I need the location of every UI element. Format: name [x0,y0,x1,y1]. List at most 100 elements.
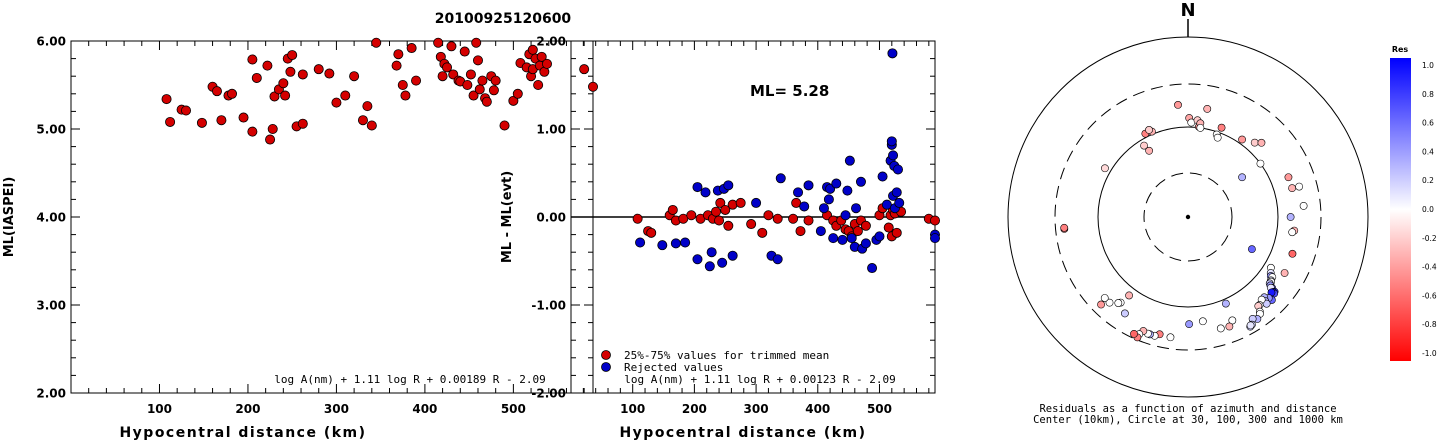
colorbar-tick-label: 1.0 [1422,61,1434,70]
data-point [840,210,851,221]
colorbar-tick-label: -0.4 [1422,263,1437,272]
colorbar-tick-label: 0.2 [1422,176,1434,185]
residual-point [1213,133,1222,142]
residual-point [1125,291,1133,300]
data-point [867,263,878,274]
data-point [533,80,544,91]
data-point [588,81,599,92]
data-point [828,233,839,244]
data-point [815,226,826,237]
data-point [471,37,482,48]
residual-point [1238,135,1246,144]
residual-point [1060,223,1069,232]
data-point [892,164,903,175]
data-point [462,80,473,91]
data-point [723,220,734,231]
data-point [366,120,377,131]
data-point [803,215,814,226]
data-point [692,254,703,265]
data-point [763,210,774,221]
residual-point [1203,104,1212,113]
residual-point [1198,317,1207,326]
data-point [161,94,172,105]
data-point [357,115,368,126]
data-point [446,41,457,52]
data-point [842,185,853,196]
data-point [459,46,470,57]
x-tick-labels: 100 200 300 400 500 [147,402,526,416]
y-tick-label: 4.00 [36,211,66,225]
data-point [930,215,941,226]
data-point [391,60,402,71]
data-point [331,97,342,108]
x-tick-label: 300 [324,402,349,416]
residual-point [1145,126,1153,134]
colorbar-tick-label: -0.8 [1422,320,1437,329]
residual-point [1288,184,1297,193]
data-point [657,240,668,251]
north-label: N [1180,0,1195,21]
residual-point [1100,294,1109,302]
residual-point [1238,173,1247,182]
data-point [751,197,762,208]
residual-point [1196,123,1205,132]
data-point [710,206,721,217]
data-point [512,88,523,99]
data-point [472,55,483,66]
data-point [362,101,373,112]
data-point [278,78,289,89]
data-point [793,187,804,198]
y-tick-label: -1.00 [531,299,566,313]
ml-vs-distance-plot: 2.00 3.00 4.00 5.00 6.00 100 200 300 400 500 ML(… [2,35,599,441]
residual-point [1185,320,1194,329]
data-point [579,64,590,75]
data-point [406,43,417,54]
data-point [883,222,894,233]
data-point [442,62,453,73]
circle-1000km [1007,36,1369,398]
data-point [481,96,492,107]
x-tick-label: 500 [867,402,892,416]
data-point [717,257,728,268]
data-point [930,233,941,244]
data-point [860,220,871,231]
data-point [757,227,768,238]
data-point [746,219,757,230]
data-point [632,213,643,224]
data-point [831,178,842,189]
caption-line-1: Residuals as a function of azimuth and d… [1039,403,1336,415]
data-point [247,126,258,137]
residual-point [1299,201,1308,210]
data-point [795,226,806,237]
residual-point [1216,324,1225,333]
data-point [280,90,291,101]
data-point [541,58,552,69]
data-point [465,69,476,80]
data-point [837,234,848,245]
data-point [823,194,834,205]
data-point [265,134,276,145]
data-point [851,203,862,214]
data-point [508,95,519,106]
circle-100km [1097,126,1279,308]
x-tick-label: 100 [147,402,172,416]
data-point [297,118,308,129]
data-point [371,37,382,48]
legend-label-trimmed: 25%-75% values for trimmed mean [624,349,829,362]
data-point [251,72,262,83]
data-point [324,68,335,79]
caption-line-2: Center (10km), Circle at 30, 100, 300 an… [1033,414,1343,426]
data-point [818,203,829,214]
y-tick-label: 0.00 [536,211,566,225]
azimuth-residual-plot: N Residuals as a function of azimuth and… [1007,0,1369,426]
data-point [437,71,448,82]
tick-marks [571,41,935,393]
data-point [852,226,863,237]
data-point [877,171,888,182]
center-marker [1185,214,1191,220]
data-point [313,64,324,75]
data-point [788,213,799,224]
y-tick-label: 2.00 [36,387,66,401]
data-point [686,210,697,221]
y-tick-label: 5.00 [36,123,66,137]
